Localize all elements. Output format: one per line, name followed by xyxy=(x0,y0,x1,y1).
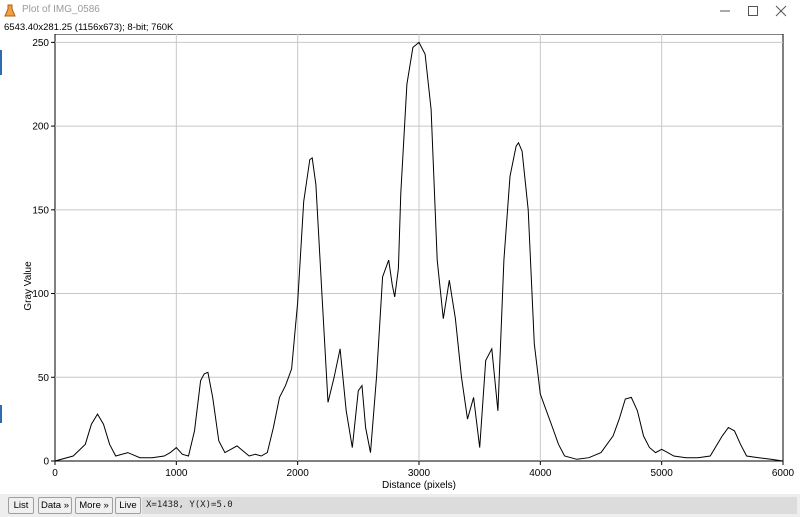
y-tick-label: 50 xyxy=(38,373,50,384)
window-edge xyxy=(0,50,2,75)
more-button[interactable]: More » xyxy=(75,497,113,514)
x-tick-label: 4000 xyxy=(529,468,552,479)
imagej-flask-icon xyxy=(4,4,16,17)
x-tick-label: 3000 xyxy=(408,468,431,479)
profile-plot[interactable]: 0 1000 2000 3000 4000 5000 6000 0 50 100 150 200 250… xyxy=(0,34,800,494)
live-button[interactable]: Live xyxy=(115,497,141,514)
x-tick-label: 6000 xyxy=(772,468,795,479)
grid xyxy=(55,34,783,461)
x-tick-label: 5000 xyxy=(651,468,674,479)
series-line xyxy=(54,41,784,462)
x-axis-label: Distance (pixels) xyxy=(382,480,456,491)
list-button[interactable]: List xyxy=(8,497,34,514)
tick-labels: 0 1000 2000 3000 4000 5000 6000 0 50 100 150 200 250 xyxy=(32,38,794,479)
close-icon[interactable] xyxy=(766,0,796,22)
x-tick-label: 1000 xyxy=(165,468,188,479)
cursor-readout: X=1438, Y(X)=5.0 xyxy=(142,497,797,514)
y-tick-label: 0 xyxy=(43,457,49,468)
data-button[interactable]: Data » xyxy=(38,497,72,514)
minimize-icon[interactable] xyxy=(710,0,740,22)
bottom-toolbar: List Data » More » Live X=1438, Y(X)=5.0 xyxy=(0,494,800,517)
window-edge xyxy=(0,405,2,423)
y-tick-label: 150 xyxy=(32,205,49,216)
title-bar: Plot of IMG_0586 xyxy=(0,0,800,22)
y-tick-label: 200 xyxy=(32,122,49,133)
maximize-icon[interactable] xyxy=(738,0,768,22)
window-title: Plot of IMG_0586 xyxy=(22,4,100,15)
y-axis-label: Gray Value xyxy=(23,261,34,311)
x-tick-label: 2000 xyxy=(287,468,310,479)
y-tick-label: 250 xyxy=(32,38,49,49)
plot-area[interactable]: 0 1000 2000 3000 4000 5000 6000 0 50 100 150 200 250… xyxy=(0,34,800,494)
image-info: 6543.40x281.25 (1156x673); 8-bit; 760K xyxy=(4,22,174,33)
y-tick-label: 100 xyxy=(32,289,49,300)
x-tick-label: 0 xyxy=(52,468,58,479)
